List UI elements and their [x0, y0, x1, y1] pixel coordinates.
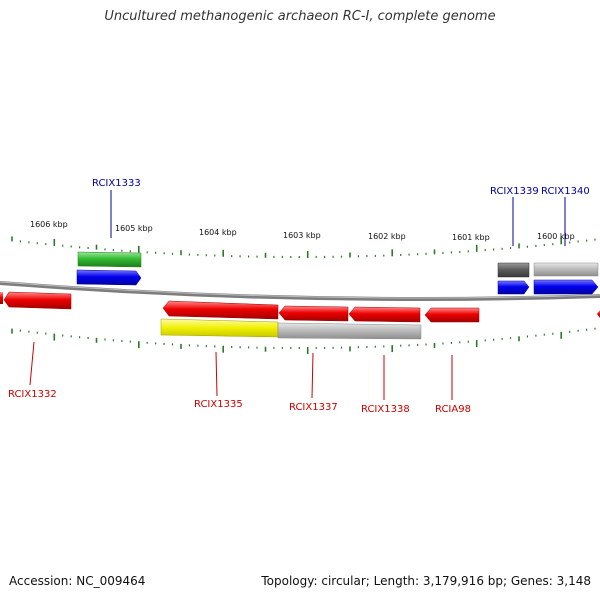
- gene-label-rcix1333[interactable]: RCIX1333: [92, 178, 141, 189]
- gene-feature-rcix1332[interactable]: [3, 291, 72, 310]
- reverse-strand-features: [0, 291, 600, 340]
- leader-rcix1335: [215, 351, 218, 397]
- gene-feature-edge-right[interactable]: [597, 310, 600, 318]
- gene-feature-edge-left[interactable]: [0, 292, 3, 304]
- gene-feature-rcia98[interactable]: [424, 307, 480, 323]
- gene-label-rcix1337[interactable]: RCIX1337: [289, 402, 338, 413]
- kbp-labels: 1606 kbp 1605 kbp 1604 kbp 1603 kbp 1602…: [30, 220, 575, 242]
- genome-backbone-highlight: [0, 281, 600, 299]
- gene-label-rcix1332[interactable]: RCIX1332: [8, 389, 57, 400]
- outer-tick-track: [11, 236, 596, 258]
- label-leaders: [29, 190, 566, 400]
- leader-rcix1337: [311, 352, 314, 399]
- gene-label-rcix1338[interactable]: RCIX1338: [361, 404, 410, 415]
- gene-feature-rcix1339[interactable]: [497, 280, 530, 295]
- kbp-label: 1605 kbp: [115, 224, 153, 233]
- gene-feature-rcix1335[interactable]: [162, 300, 279, 320]
- genome-summary: Topology: circular; Length: 3,179,916 bp…: [261, 574, 591, 588]
- forward-strand-features: [76, 251, 599, 295]
- inner-tick-track: [11, 327, 596, 354]
- gene-feature-gray-rcix1340[interactable]: [533, 262, 599, 277]
- genome-backbone: [0, 281, 600, 302]
- map-title: Uncultured methanogenic archaeon RC-I, c…: [104, 9, 496, 24]
- gene-feature-rcix1337[interactable]: [278, 305, 349, 322]
- kbp-label: 1603 kbp: [283, 231, 321, 240]
- kbp-label: 1604 kbp: [199, 228, 237, 237]
- kbp-label: 1600 kbp: [537, 232, 575, 241]
- gene-labels: RCIX1333 RCIX1339 RCIX1340 RCIX1332 RCIX…: [8, 178, 590, 415]
- gene-feature-rcix1340[interactable]: [533, 279, 599, 295]
- gene-feature-gray-rcix1339[interactable]: [497, 262, 530, 278]
- gene-label-rcix1335[interactable]: RCIX1335: [194, 399, 243, 410]
- accession-label: Accession: NC_009464: [9, 574, 146, 588]
- gene-label-rcia98[interactable]: RCIA98: [435, 404, 471, 415]
- gene-feature-gray-lower[interactable]: [277, 322, 422, 340]
- kbp-label: 1602 kbp: [368, 232, 406, 241]
- gene-label-rcix1339[interactable]: RCIX1339: [490, 186, 539, 197]
- gene-label-rcix1340[interactable]: RCIX1340: [541, 186, 590, 197]
- leader-rcix1332: [29, 341, 35, 386]
- gene-feature-rcix1338[interactable]: [348, 306, 421, 323]
- gene-feature-rcix1333[interactable]: [76, 269, 142, 286]
- kbp-label: 1601 kbp: [452, 233, 490, 242]
- gene-feature-yellow[interactable]: [160, 318, 279, 338]
- kbp-label: 1606 kbp: [30, 220, 68, 229]
- gene-feature-green[interactable]: [77, 251, 142, 268]
